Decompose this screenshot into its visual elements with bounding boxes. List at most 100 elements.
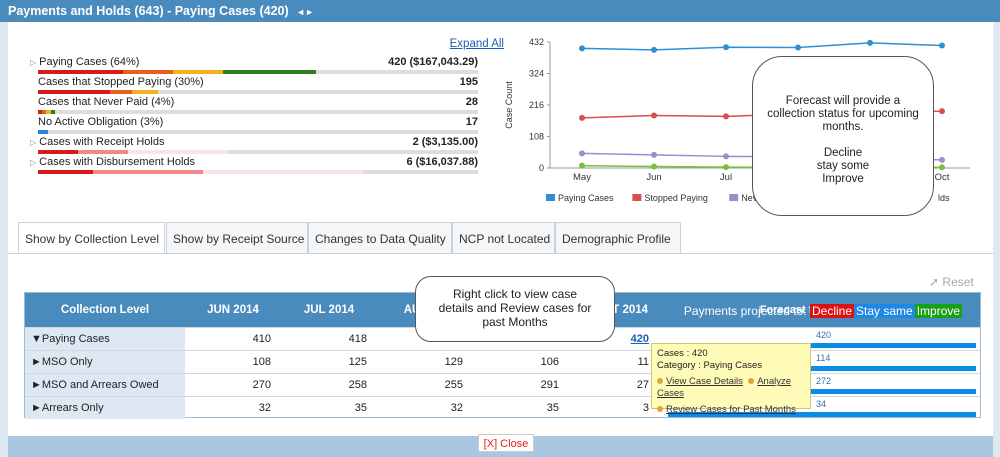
cell-value[interactable]: 129 [444, 356, 463, 368]
legend-swatch [632, 194, 642, 201]
bullet-icon [657, 378, 663, 384]
cell-value[interactable]: 270 [252, 379, 271, 391]
y-tick-label: 0 [539, 163, 544, 173]
cell-value[interactable]: 255 [444, 379, 463, 391]
forecast-legend: Payments projected to: Decline Stay same I… [666, 304, 980, 318]
reset-button[interactable]: ➚ Reset [929, 275, 974, 289]
y-tick-label: 216 [529, 100, 544, 110]
tab-demographic-profile[interactable]: Demographic Profile [555, 222, 681, 254]
pill-stay-same: Stay same [854, 304, 915, 318]
summary-row-text: No Active Obligation (3%) [38, 116, 164, 128]
row-label[interactable]: ►MSO and Arrears Owed [25, 374, 185, 396]
expand-triangle-icon[interactable]: ▷ [30, 138, 37, 147]
header-jun[interactable]: JUN 2014 [207, 304, 259, 316]
cell-value[interactable]: 125 [348, 356, 367, 368]
cell-value[interactable]: 32 [258, 402, 271, 414]
row-label[interactable]: ►MSO Only [25, 351, 185, 373]
cell-value[interactable]: 418 [348, 333, 367, 345]
x-tick-label: Oct [935, 172, 950, 183]
data-point [939, 156, 945, 163]
expand-triangle-icon[interactable]: ▷ [30, 58, 37, 67]
cell-value[interactable]: 410 [252, 333, 271, 345]
forecast-bar [668, 343, 976, 348]
summary-row-value: 195 [459, 76, 478, 88]
x-tick-label: Jun [646, 172, 661, 183]
summary-row-value: 6 ($16,037.88) [406, 156, 478, 168]
cell-value[interactable]: 291 [540, 379, 559, 391]
summary-row-bar [38, 110, 478, 114]
nav-arrows-icon[interactable]: ◄► [296, 7, 314, 17]
review-past-months-link[interactable]: Review Cases for Past Months [666, 404, 796, 415]
table-row[interactable]: ►MSO and Arrears Owed 270 258 255 291 27 272 [25, 373, 980, 396]
summary-row[interactable]: Cases that Stopped Paying (30%) 195 [30, 76, 478, 95]
cell-value[interactable]: 35 [354, 402, 367, 414]
summary-row[interactable]: ▷ Cases with Disbursement Holds 6 ($16,037… [30, 156, 478, 175]
summary-row-text: Cases with Receipt Holds [39, 136, 165, 148]
cell-value[interactable]: 32 [450, 402, 463, 414]
window-title-bar: Payments and Holds (643) - Paying Cases … [0, 0, 1000, 22]
summary-row[interactable]: Cases that Never Paid (4%) 28 [30, 96, 478, 115]
bar-segment [38, 70, 123, 74]
cell-value[interactable]: 420 [630, 333, 649, 345]
bar-segment [38, 110, 42, 114]
tab-ncp-not-located[interactable]: NCP not Located [452, 222, 555, 254]
pill-decline: Decline [809, 304, 855, 318]
summary-row[interactable]: No Active Obligation (3%) 17 [30, 116, 478, 135]
tooltip-cases: Cases : 420 [657, 348, 708, 359]
expand-triangle-icon[interactable]: ▷ [30, 158, 37, 167]
case-tooltip: Cases : 420 Category : Paying Cases View… [651, 343, 811, 415]
table-row[interactable]: ►Arrears Only 32 35 32 35 3 34 [25, 396, 980, 419]
bar-segment [173, 70, 223, 74]
forecast-value: 114 [816, 353, 831, 363]
forecast-callout: Forecast will provide a collection status… [752, 56, 934, 216]
data-point [723, 44, 729, 51]
bullet-icon [657, 406, 663, 412]
row-label[interactable]: ▼Paying Cases [25, 328, 185, 350]
summary-row[interactable]: ▷ Cases with Receipt Holds 2 ($3,135.00) [30, 136, 478, 155]
callout-line: past Months [482, 315, 548, 329]
callout-line: Forecast will provide a [785, 95, 901, 107]
tab-data-quality[interactable]: Changes to Data Quality [308, 222, 452, 254]
row-label[interactable]: ►Arrears Only [25, 397, 185, 419]
view-case-details-link[interactable]: View Case Details [666, 376, 743, 387]
cell-value[interactable]: 258 [348, 379, 367, 391]
callout-line: Right click to view case [452, 287, 578, 301]
callout-line: stay some [816, 160, 870, 172]
forecast-cell[interactable]: 420 [668, 330, 976, 349]
forecast-cell[interactable]: 114 [668, 353, 976, 372]
x-tick-label: May [573, 172, 591, 183]
x-tick-label: Jul [720, 172, 732, 183]
cell-value[interactable]: 3 [642, 402, 649, 414]
forecast-cell[interactable]: 34 [668, 399, 976, 418]
pill-improve: Improve [914, 304, 963, 318]
analyze-cases-link[interactable]: Analyze Cases [657, 376, 792, 399]
bar-segment [51, 110, 55, 114]
cell-value[interactable]: 35 [546, 402, 559, 414]
cell-value[interactable]: 11 [637, 356, 649, 368]
data-point [579, 114, 585, 121]
y-axis-label: Case Count [504, 81, 514, 129]
cell-value[interactable]: 106 [540, 356, 559, 368]
bar-segment [38, 90, 110, 94]
header-jul[interactable]: JUL 2014 [303, 304, 355, 316]
cell-value[interactable]: 27 [636, 379, 649, 391]
legend-label: Stopped Paying [644, 193, 708, 203]
forecast-bar [668, 412, 976, 417]
data-point [651, 46, 657, 53]
table-row[interactable]: ►MSO Only 108 125 129 106 11 114 [25, 350, 980, 373]
header-collection-level[interactable]: Collection Level [60, 304, 150, 316]
close-button[interactable]: [X] Close [478, 434, 534, 452]
tab-receipt-source[interactable]: Show by Receipt Source [166, 222, 308, 254]
summary-row[interactable]: ▷ Paying Cases (64%) 420 ($167,043.29) [30, 56, 478, 75]
tab-collection-level[interactable]: Show by Collection Level [18, 222, 165, 254]
data-point [867, 39, 873, 46]
cell-value[interactable]: 108 [252, 356, 271, 368]
forecast-cell[interactable]: 272 [668, 376, 976, 395]
forecast-bar [668, 389, 976, 394]
summary-row-text: Cases that Never Paid (4%) [38, 96, 175, 108]
bar-segment [110, 90, 132, 94]
bar-segment [38, 170, 93, 174]
expand-all-link[interactable]: Expand All [449, 38, 504, 50]
summary-row-bar [38, 130, 478, 134]
legend-swatch [729, 194, 739, 201]
